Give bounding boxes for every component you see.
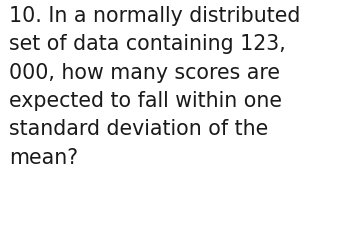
Text: 10. In a normally distributed
set of data containing 123,
000, how many scores a: 10. In a normally distributed set of dat… [9,6,300,168]
